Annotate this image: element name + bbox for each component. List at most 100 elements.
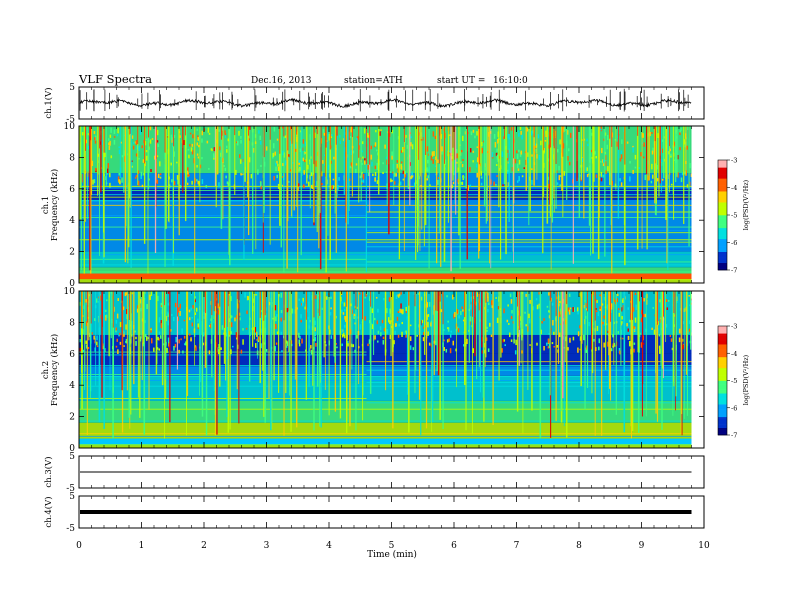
ch2-spectrogram-speckle [577,331,580,337]
ch1-spectrogram-speckle [356,137,358,141]
ch2-spectrogram-speckle [130,324,133,330]
ch2-spectrogram-speckle [203,311,206,316]
ch1-spectrogram-speckle [427,175,429,179]
ch2-spectrogram-speckle [380,332,382,337]
ch1-spectrogram-speckle [308,159,311,162]
ch2-spectrogram-speckle [381,319,384,324]
ch2-spectrogram-speckle [158,331,161,335]
ch2-spectrogram-speckle [116,313,119,319]
ch1-spectrogram-speckle [322,160,324,164]
ch1-spectrogram-speckle [191,180,193,185]
ch3-waveform-ytick-label: -5 [66,484,75,494]
ch2-spectrogram-speckle [88,332,91,337]
ch1-spectrogram-speckle [684,171,686,175]
ch1-spectrogram-speckle [390,178,392,183]
ch1-spectrogram-speckle [192,134,194,139]
ch2-spectrogram-speckle [538,291,540,295]
ch1-spectrogram-speckle [507,169,509,172]
ch2-colorbar: -3 -4 -5 -6 -7 [717,323,737,440]
ch1-spectrogram-speckle [277,183,280,189]
ch1-spectrogram-speckle [362,173,365,180]
ch2-spectrogram-speckle [546,342,548,346]
ch1-spectrogram-speckle [374,142,377,147]
ch1-spectrogram-speckle [476,146,479,149]
ch2-spectrogram-speckle [189,333,191,336]
ch1-spectrogram-speckle [434,165,437,168]
ch1-spectrogram-speckle [208,132,211,135]
ch2-spectrogram-speckle [389,313,391,318]
ch1-spectrogram-speckle [367,135,370,138]
ch1-spectrogram-speckle [282,150,284,156]
ch1-spectrogram-speckle [189,143,191,147]
ch1-spectrogram-speckle [380,129,382,131]
ch1-spectrogram-speckle [93,130,96,134]
ch1-spectrogram-speckle [594,151,596,155]
ch1-spectrogram-speckle [435,156,437,160]
ch1-spectrogram-speckle [170,134,173,140]
x-tick-label: 8 [576,541,582,551]
ch1-spectrogram-speckle [600,171,603,177]
ch2-spectrogram-speckle [166,347,168,353]
ch1-spectrogram-speckle [277,163,279,167]
ch2-spectrogram-speckle [256,338,258,341]
ch1-spectrogram-speckle [620,182,623,187]
colorbar-step [718,218,727,221]
ch1-spectrogram-speckle [159,173,162,176]
ch1-spectrogram-speckle [493,181,495,186]
ch2-spectrogram-speckle [364,316,366,321]
ch1-spectrogram-speckle [470,131,473,136]
ch2-spectrogram-speckle [177,307,180,313]
colorbar-step [718,326,727,329]
ch2-spectrogram-speckle [409,324,412,327]
ch1-spectrogram-speckle [322,128,325,133]
ch1-spectrogram-speckle [113,136,116,138]
colorbar-tick-label: -3 [731,323,737,331]
ch2-spectrogram-speckle [682,344,684,350]
ch2-spectrogram-speckle [208,350,211,355]
ch2-spectrogram-speckle [634,317,637,323]
ch1-spectrogram-speckle [679,132,681,136]
ch1-spectrogram-speckle [481,147,483,154]
ch2-spectrogram-speckle [389,320,391,325]
colorbar-step [718,222,727,225]
ch1-spectrogram-speckle [149,126,152,131]
ch1-spectrogram-speckle [461,163,464,168]
ch1-spectrogram-speckle [361,141,364,145]
colorbar-step [718,209,727,212]
colorbar-step [718,171,727,174]
colorbar-step [718,333,727,336]
ch2-spectrogram-speckle [123,345,125,347]
ch2-spectrogram-speckle [568,293,571,297]
ch1-spectrogram-speckle [94,137,96,141]
ch1-spectrogram-speckle [456,153,458,159]
ch2-spectrogram-speckle [217,347,219,352]
ch1-spectrogram-speckle [259,141,262,145]
ch2-spectrogram-speckle [613,342,616,347]
ch2-spectrogram-speckle [354,314,356,319]
ch2-spectrogram-speckle [367,343,369,347]
ch1-spectrogram-ytick-label: 6 [69,185,75,195]
ch1-spectrogram-speckle [559,139,561,145]
colorbar-step [718,338,727,341]
ch1-spectrogram-speckle [361,162,363,165]
ch1-spectrogram-speckle [108,138,110,141]
colorbar-step [718,342,727,345]
ch1-spectrogram-speckle [556,149,559,153]
ch2-spectrogram-speckle [586,345,588,350]
ch2-spectrogram-speckle [329,312,332,316]
ch1-spectrogram-speckle [272,152,275,157]
ch2-spectrogram-speckle [426,314,428,320]
ch2-spectrogram-speckle [487,292,489,299]
ch1-waveform-ytick-label: 5 [69,83,75,93]
ch2-spectrogram-speckle [182,350,184,354]
ch1-spectrogram-speckle [433,151,435,156]
ch1-spectrogram-speckle [389,171,392,173]
ch1-spectrogram-speckle [429,184,431,187]
ch1-spectrogram-speckle [680,177,683,183]
ch1-spectrogram-speckle [531,168,533,170]
ch1-spectrogram-speckle [599,174,602,176]
colorbar-step [718,415,727,418]
ch2-spectrogram-speckle [344,334,346,339]
ch1-spectrogram-speckle [275,166,277,172]
ch1-spectrogram-speckle [108,145,111,150]
